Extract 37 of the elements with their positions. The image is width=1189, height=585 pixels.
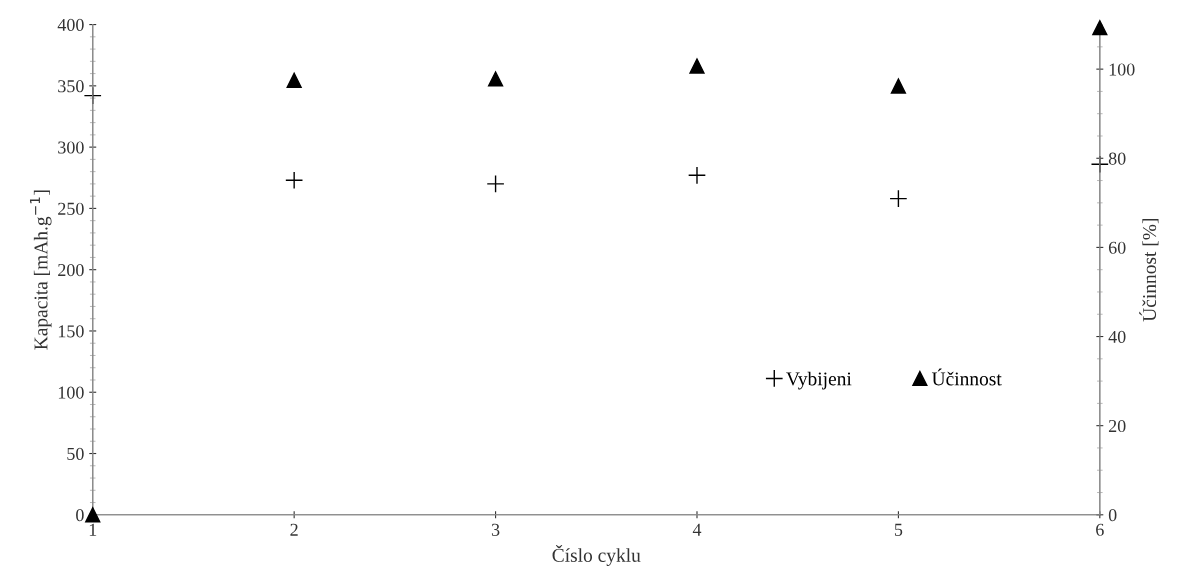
- y2-axis-title: Účinnost [%]: [1139, 219, 1159, 322]
- point: [889, 189, 908, 208]
- y-tick-label: 350: [58, 80, 84, 93]
- y2-tick-label: 20: [1108, 419, 1126, 433]
- point: [85, 507, 101, 523]
- y-tick-label: 300: [58, 141, 84, 154]
- y-tick-label: 0: [76, 509, 84, 522]
- x-axis-title: Číslo cyklu: [552, 545, 641, 566]
- point: [687, 166, 707, 185]
- legend-label: Vybijeni: [786, 371, 852, 390]
- point: [487, 71, 504, 87]
- x-tick-label: 1: [89, 523, 97, 536]
- y-tick-label: 400: [57, 18, 84, 32]
- x-tick-label: 2: [290, 523, 298, 536]
- x-tick-label: 5: [894, 523, 903, 536]
- point: [1092, 20, 1108, 36]
- point: [486, 174, 505, 193]
- y-tick-label: 100: [58, 386, 84, 399]
- x-tick-label: 6: [1096, 523, 1104, 536]
- y-axis-title: Kapacita [mAh.g$^{−1}$]: [29, 190, 52, 350]
- y2-tick-label: 0: [1108, 509, 1117, 522]
- y2-tick-label: 100: [1109, 63, 1135, 76]
- point: [1090, 155, 1109, 174]
- y-tick-label: 50: [67, 447, 84, 460]
- legend-label: Účinnost: [931, 368, 1002, 386]
- point: [286, 72, 302, 88]
- y2-tick-label: 80: [1108, 152, 1126, 165]
- point: [285, 171, 304, 190]
- x-tick-label: 3: [491, 523, 500, 536]
- point: [689, 58, 705, 74]
- y2-tick-label: 60: [1108, 241, 1126, 254]
- y-tick-label: 200: [58, 263, 84, 277]
- y2-tick-label: 40: [1108, 330, 1126, 343]
- y-tick-label: 150: [58, 325, 84, 338]
- point: [890, 78, 907, 94]
- x-tick-label: 4: [692, 523, 702, 536]
- y-tick-label: 250: [58, 202, 84, 215]
